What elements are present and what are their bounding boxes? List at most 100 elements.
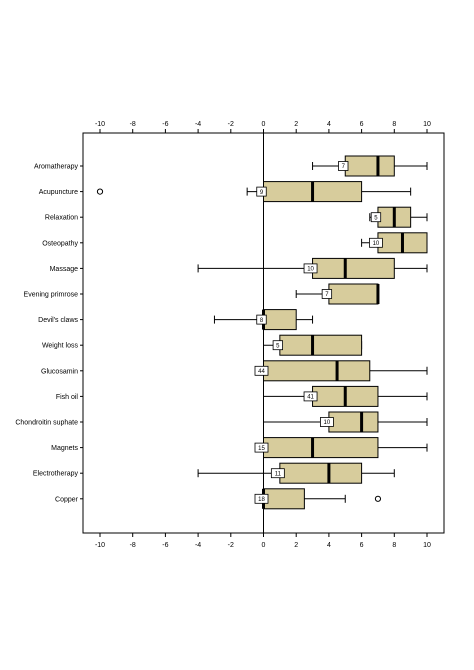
top-tick-label: -2 bbox=[228, 121, 234, 128]
n-label: 7 bbox=[342, 164, 346, 170]
median-line bbox=[376, 284, 380, 304]
box-glucosamin: 44 bbox=[254, 360, 428, 382]
category-label-copper: Copper bbox=[55, 496, 79, 503]
category-label-chondroitin-suphate: Chondroitin suphate bbox=[15, 420, 78, 427]
box-chondroitin-suphate: 10 bbox=[263, 411, 428, 433]
category-label-aromatherapy: Aromatherapy bbox=[34, 164, 78, 171]
n-label: 7 bbox=[325, 292, 329, 298]
n-label: 10 bbox=[307, 267, 314, 273]
bottom-tick-label: 6 bbox=[360, 542, 364, 549]
iqr-box bbox=[312, 257, 395, 279]
box-electrotherapy: 11 bbox=[197, 462, 395, 484]
category-label-glucosamin: Glucosamin bbox=[41, 368, 78, 375]
n-label-box bbox=[270, 468, 285, 479]
n-label-box bbox=[319, 417, 334, 427]
box-relaxation: 5 bbox=[369, 206, 428, 228]
iqr-box bbox=[263, 488, 305, 510]
n-label-box bbox=[369, 237, 383, 248]
n-label: 41 bbox=[307, 395, 314, 401]
bottom-tick-label: -6 bbox=[162, 542, 168, 549]
category-label-devil-s-claws: Devil's claws bbox=[38, 317, 78, 324]
n-label: 10 bbox=[373, 241, 380, 247]
n-label: 44 bbox=[258, 369, 265, 375]
outlier-point bbox=[374, 495, 382, 502]
box-acupuncture: 9 bbox=[96, 181, 412, 203]
category-label-relaxation: Relaxation bbox=[45, 215, 78, 222]
median-line bbox=[376, 156, 380, 176]
top-tick-label: 0 bbox=[262, 121, 266, 128]
outlier-point bbox=[96, 188, 104, 195]
top-tick-label: 8 bbox=[392, 121, 396, 128]
median-line bbox=[343, 258, 347, 279]
n-label-box bbox=[256, 186, 267, 197]
n-label-box bbox=[303, 263, 318, 274]
median-line bbox=[392, 207, 396, 228]
iqr-box bbox=[344, 155, 395, 177]
n-label: 5 bbox=[276, 343, 280, 349]
box-massage: 10 bbox=[197, 257, 428, 279]
bottom-tick-label: 0 bbox=[262, 542, 266, 549]
category-label-massage: Massage bbox=[50, 266, 79, 273]
top-tick-label: -4 bbox=[195, 121, 201, 128]
boxes: 7 9 5 10 10 7 8 5 44 41 10 15 11 18 bbox=[96, 155, 428, 510]
top-tick-label: 10 bbox=[423, 121, 431, 128]
median-line bbox=[311, 335, 315, 356]
bottom-tick-label: -10 bbox=[95, 542, 105, 549]
n-label: 5 bbox=[374, 215, 378, 221]
top-tick-label: -8 bbox=[130, 121, 136, 128]
n-label-box bbox=[321, 289, 333, 299]
top-axis: -10 -8 -6 -4 -2 0 2 4 6 8 10 bbox=[95, 121, 431, 133]
category-label-weight-loss: Weight loss bbox=[42, 343, 79, 350]
n-label-box bbox=[303, 391, 318, 402]
iqr-box bbox=[328, 411, 379, 433]
bottom-tick-label: -8 bbox=[130, 542, 136, 549]
median-line bbox=[400, 232, 404, 253]
iqr-box bbox=[279, 462, 363, 484]
category-label-evening-primrose: Evening primrose bbox=[24, 292, 79, 299]
bottom-tick-label: -2 bbox=[228, 542, 234, 549]
box-copper: 18 bbox=[254, 488, 382, 510]
iqr-box bbox=[328, 283, 379, 305]
n-label: 15 bbox=[258, 446, 265, 452]
top-tick-label: -10 bbox=[95, 121, 105, 128]
iqr-box bbox=[263, 309, 297, 331]
box-evening-primrose: 7 bbox=[295, 283, 380, 305]
n-label: 8 bbox=[260, 318, 264, 324]
n-label-box bbox=[254, 493, 269, 504]
box-osteopathy: 10 bbox=[361, 232, 428, 254]
median-line bbox=[360, 412, 364, 432]
n-label-box bbox=[256, 314, 267, 325]
box-weight-loss: 5 bbox=[263, 334, 363, 356]
category-label-fish-oil: Fish oil bbox=[56, 394, 79, 401]
n-label: 9 bbox=[260, 190, 264, 196]
n-label-box bbox=[254, 365, 269, 376]
n-label-box bbox=[370, 212, 382, 223]
category-labels: Aromatherapy Acupuncture Relaxation Osteopa… bbox=[15, 164, 83, 503]
iqr-box bbox=[263, 437, 379, 459]
n-label: 10 bbox=[324, 420, 331, 426]
box-devil-s-claws: 8 bbox=[213, 309, 314, 331]
category-label-magnets: Magnets bbox=[51, 445, 78, 452]
top-tick-label: -6 bbox=[162, 121, 168, 128]
bottom-tick-label: -4 bbox=[195, 542, 201, 549]
iqr-box bbox=[263, 360, 371, 382]
bottom-tick-label: 10 bbox=[423, 542, 431, 549]
n-label-box bbox=[338, 161, 349, 171]
median-line bbox=[311, 437, 315, 458]
median-line bbox=[343, 386, 347, 407]
category-label-electrotherapy: Electrotherapy bbox=[33, 471, 79, 478]
top-tick-label: 6 bbox=[360, 121, 364, 128]
top-tick-label: 2 bbox=[294, 121, 298, 128]
box-aromatherapy: 7 bbox=[312, 155, 428, 177]
category-label-osteopathy: Osteopathy bbox=[42, 240, 78, 247]
bottom-tick-label: 8 bbox=[392, 542, 396, 549]
n-label: 18 bbox=[258, 497, 265, 503]
category-label-acupuncture: Acupuncture bbox=[39, 189, 78, 196]
box-magnets: 15 bbox=[254, 437, 428, 459]
bottom-axis: -10 -8 -6 -4 -2 0 2 4 6 8 10 bbox=[95, 533, 431, 549]
box-fish-oil: 41 bbox=[263, 385, 428, 407]
median-line bbox=[311, 181, 315, 202]
n-label-box bbox=[254, 442, 269, 453]
n-label: 11 bbox=[275, 471, 282, 477]
